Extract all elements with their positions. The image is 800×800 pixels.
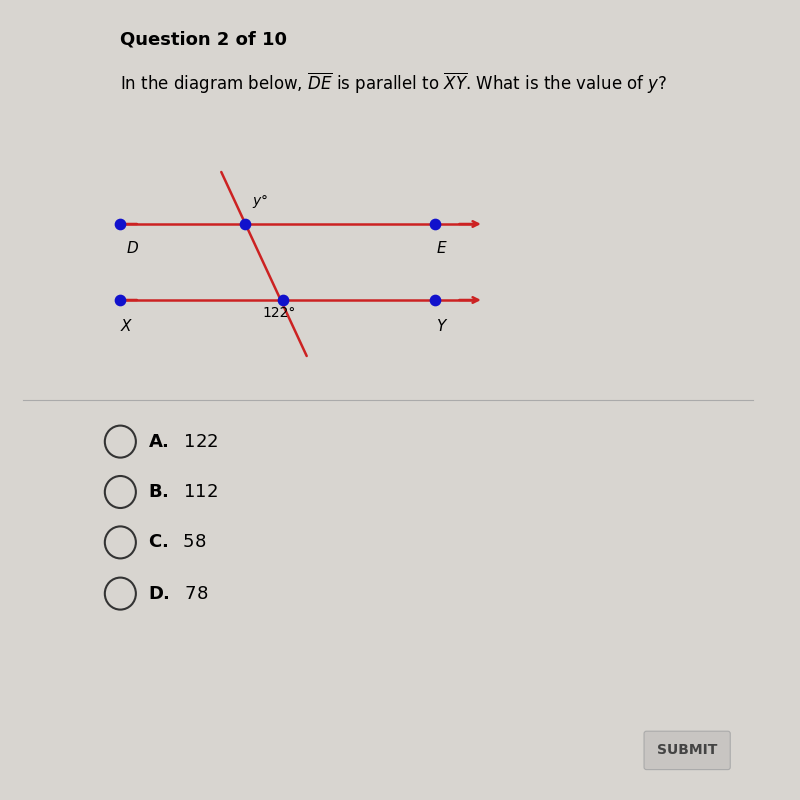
Point	[114, 294, 126, 306]
Text: Question 2 of 10: Question 2 of 10	[120, 30, 287, 48]
Text: SUBMIT: SUBMIT	[657, 743, 718, 758]
Point	[114, 218, 126, 230]
Text: $\mathit{Y}$: $\mathit{Y}$	[436, 318, 449, 334]
Text: In the diagram below, $\overline{\mathit{DE}}$ is parallel to $\overline{\mathit: In the diagram below, $\overline{\mathit…	[120, 70, 668, 95]
Point	[277, 294, 290, 306]
Text: $\mathit{D}$: $\mathit{D}$	[126, 240, 138, 256]
Point	[429, 294, 442, 306]
Text: $\mathit{E}$: $\mathit{E}$	[436, 240, 448, 256]
Text: $\mathit{X}$: $\mathit{X}$	[120, 318, 134, 334]
Text: $\mathbf{B.}$  112: $\mathbf{B.}$ 112	[147, 483, 218, 501]
Point	[238, 218, 251, 230]
FancyBboxPatch shape	[644, 731, 730, 770]
Text: 122°: 122°	[262, 306, 296, 319]
Text: $\mathbf{C.}$  58: $\mathbf{C.}$ 58	[147, 534, 206, 551]
Text: $\mathbf{A.}$  122: $\mathbf{A.}$ 122	[147, 433, 218, 450]
Point	[429, 218, 442, 230]
Text: $\mathbf{D.}$  78: $\mathbf{D.}$ 78	[147, 585, 208, 602]
Text: $y°$: $y°$	[251, 193, 268, 210]
